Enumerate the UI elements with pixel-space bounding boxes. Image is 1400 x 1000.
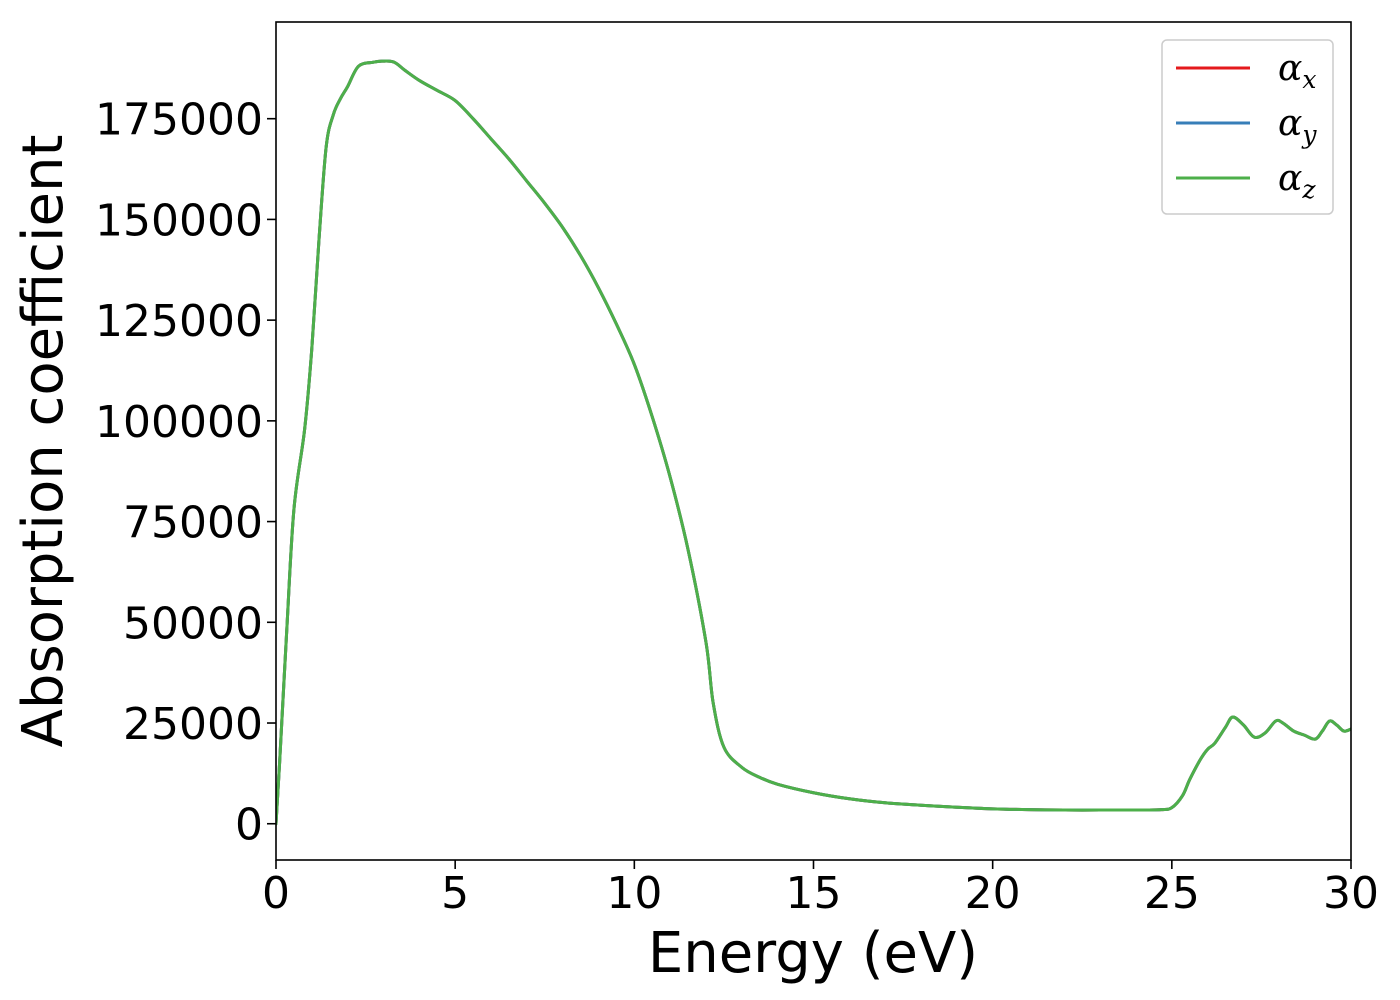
y-tick-label: 175000	[95, 95, 263, 146]
x-tick-label: 0	[262, 868, 290, 919]
x-tick-label: 15	[786, 868, 842, 919]
y-tick-label: 75000	[123, 498, 263, 549]
y-tick-label: 25000	[123, 699, 263, 750]
legend-box	[1161, 39, 1334, 215]
legend-label-x: αx	[1278, 48, 1316, 94]
legend: αx αy αz	[1161, 39, 1334, 215]
y-tick-label: 100000	[95, 397, 263, 448]
y-tick-label: 125000	[95, 296, 263, 347]
x-axis-label: Energy (eV)	[648, 921, 978, 986]
x-axis: 0 5 10 15 20 25 30	[262, 860, 1379, 919]
legend-label-y: αy	[1278, 103, 1317, 149]
x-tick-label: 20	[965, 868, 1021, 919]
y-axis: 0 25000 50000 75000 100000 125000 150000 175000	[95, 95, 276, 851]
series-layer	[276, 59, 1351, 826]
x-tick-label: 30	[1323, 868, 1379, 919]
series-line-z	[276, 59, 1351, 826]
y-tick-label: 50000	[123, 598, 263, 649]
x-tick-label: 10	[606, 868, 662, 919]
y-tick-label: 0	[235, 800, 263, 851]
y-tick-label: 150000	[95, 195, 263, 246]
legend-label-z: αz	[1278, 158, 1316, 204]
x-tick-label: 25	[1144, 868, 1200, 919]
y-axis-label: Absorption coefficient	[11, 135, 76, 748]
x-tick-label: 5	[441, 868, 469, 919]
